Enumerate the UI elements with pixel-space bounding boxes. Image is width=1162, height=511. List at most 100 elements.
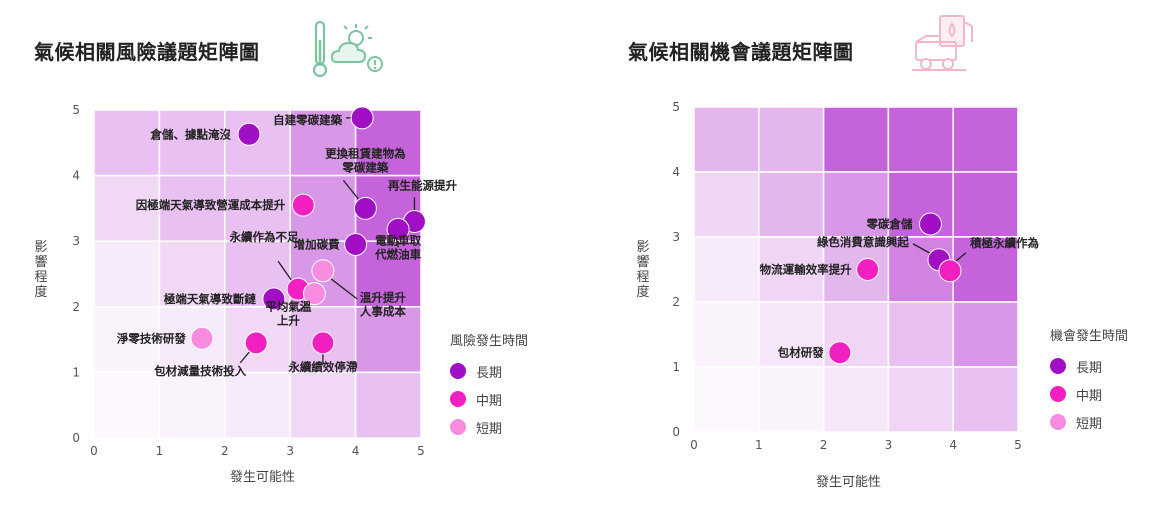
- legend-label: 中期: [476, 393, 503, 409]
- x-tick-label: 1: [156, 444, 164, 458]
- matrix-cell: [693, 301, 760, 368]
- matrix-cell: [887, 106, 954, 173]
- data-point: [350, 106, 374, 130]
- matrix-cell: [224, 371, 291, 439]
- x-tick-label: 4: [949, 438, 957, 452]
- data-point-label: 因極端天氣導致營運成本提升: [136, 198, 286, 212]
- matrix-cell: [887, 366, 954, 433]
- matrix-cell: [289, 109, 357, 177]
- matrix-cell: [758, 171, 825, 238]
- matrix-cell: [758, 366, 825, 433]
- matrix-cell: [758, 236, 825, 303]
- matrix-cell: [93, 109, 161, 177]
- x-tick-label: 0: [90, 444, 98, 458]
- data-point: [386, 217, 410, 241]
- data-point: [919, 212, 943, 236]
- matrix-cell: [822, 106, 890, 173]
- data-point: [190, 326, 214, 350]
- matrix-cell: [758, 106, 825, 173]
- opportunity-y-axis-label: 影響程度: [636, 240, 650, 300]
- matrix-cell: [952, 171, 1019, 238]
- data-point-label: 溫升提升人事成本: [360, 291, 406, 319]
- matrix-cell: [354, 371, 422, 439]
- opportunity-legend-item-short: 短期: [1050, 408, 1128, 436]
- data-point: [237, 122, 261, 146]
- risk-legend-item-long: 長期: [450, 357, 528, 385]
- matrix-cell: [952, 236, 1019, 303]
- matrix-cell: [758, 301, 825, 368]
- y-tick-label: 3: [72, 234, 80, 248]
- data-point: [244, 331, 268, 355]
- label-leader-line: [342, 179, 360, 201]
- risk-legend-item-mid: 中期: [450, 385, 528, 413]
- data-point-label: 包材減量技術投入: [153, 364, 246, 378]
- data-point: [828, 341, 852, 365]
- climate-thermometer-icon: [312, 20, 383, 78]
- x-tick-label: 3: [885, 438, 893, 452]
- legend-label: 中期: [1076, 388, 1103, 404]
- matrix-cell: [354, 240, 422, 308]
- data-point-label: 永續績效停滯: [287, 360, 357, 374]
- data-point: [344, 232, 368, 256]
- opportunity-x-axis-label: 發生可能性: [816, 475, 882, 490]
- label-leader-line: [239, 350, 251, 364]
- data-point: [302, 282, 326, 306]
- matrix-cell: [158, 371, 226, 439]
- opportunity-chart-title: 氣候相關機會議題矩陣圖: [628, 40, 854, 64]
- data-point: [311, 331, 335, 355]
- data-point: [938, 259, 962, 283]
- x-tick-label: 5: [417, 444, 425, 458]
- matrix-cell: [354, 306, 422, 374]
- data-point-label: 綠色消費意識興起: [817, 235, 909, 249]
- truck-fuel-icon: [912, 15, 973, 71]
- matrix-cell: [952, 301, 1019, 368]
- legend-dot-icon: [1050, 414, 1066, 430]
- data-point-label: 倉儲、據點淹沒: [149, 127, 231, 141]
- opportunity-legend-title: 機會發生時間: [1050, 329, 1129, 344]
- matrix-cell: [693, 171, 760, 238]
- data-point-label: 電動車取代燃油車: [374, 233, 421, 261]
- legend-label: 長期: [1076, 360, 1103, 376]
- y-tick-label: 5: [72, 103, 80, 117]
- data-point-label: 包材研發: [777, 346, 824, 360]
- legend-dot-icon: [450, 419, 466, 435]
- data-point: [856, 258, 880, 281]
- y-tick-label: 0: [672, 425, 680, 439]
- legend-dot-icon: [450, 363, 466, 379]
- opportunity-legend: 機會發生時間 長期 中期 短期: [1050, 325, 1128, 436]
- label-leader-line: [330, 278, 358, 300]
- y-tick-label: 5: [672, 100, 680, 114]
- data-point-label: 平均氣溫上升: [265, 300, 311, 328]
- matrix-cell: [158, 109, 226, 177]
- risk-chart-title: 氣候相關風險議題矩陣圖: [34, 40, 260, 64]
- data-point-label: 零碳倉儲: [866, 217, 913, 231]
- data-point-label: 永續作為不足: [229, 230, 299, 244]
- y-tick-label: 4: [672, 165, 680, 179]
- data-point-label: 物流運輸效率提升: [760, 263, 852, 277]
- matrix-cell: [224, 174, 291, 242]
- y-tick-label: 1: [672, 360, 680, 374]
- matrix-cell: [822, 366, 890, 433]
- risk-matrix-chart: 0 1 2 3 4 5 0 1 2 3 4 5 倉儲、據點淹沒 自建零碳建築更換租賃建物為零碳建築再生能源…: [72, 103, 457, 458]
- risk-y-axis-label: 影響程度: [34, 240, 48, 300]
- x-tick-label: 4: [352, 444, 360, 458]
- matrix-cell: [952, 106, 1019, 173]
- risk-legend: 風險發生時間 長期 中期 短期: [450, 330, 528, 441]
- x-tick-label: 3: [286, 444, 294, 458]
- x-tick-label: 2: [820, 438, 828, 452]
- x-tick-label: 0: [690, 438, 698, 452]
- matrix-cell: [693, 366, 760, 433]
- opportunity-legend-item-long: 長期: [1050, 352, 1128, 380]
- data-point-label: 增加碳費: [294, 237, 340, 251]
- y-tick-label: 2: [672, 295, 680, 309]
- y-tick-label: 2: [72, 300, 80, 314]
- data-point: [311, 259, 335, 283]
- matrix-cell: [289, 371, 357, 439]
- risk-legend-item-short: 短期: [450, 413, 528, 441]
- matrix-cell: [93, 240, 161, 308]
- matrix-cell: [224, 109, 291, 177]
- y-tick-label: 3: [672, 230, 680, 244]
- matrix-cell: [93, 371, 161, 439]
- matrix-cell: [952, 366, 1019, 433]
